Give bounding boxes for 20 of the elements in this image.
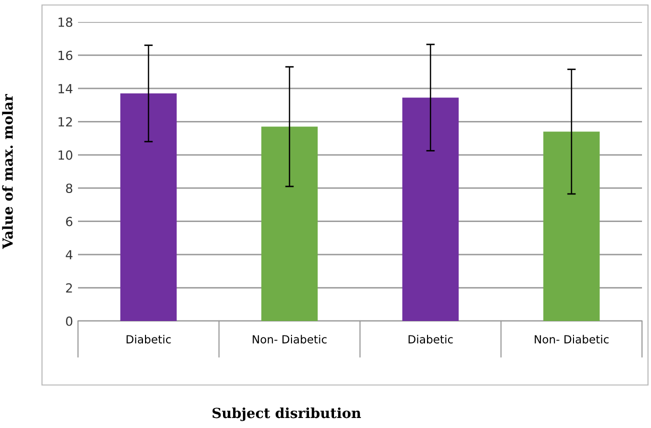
y-tick-label: 14 bbox=[58, 84, 72, 94]
y-tick-label: 16 bbox=[58, 50, 72, 60]
bar bbox=[120, 93, 177, 321]
y-tick-label: 18 bbox=[58, 17, 72, 27]
bar bbox=[402, 98, 459, 321]
bar bbox=[543, 132, 600, 321]
y-tick-label: 8 bbox=[66, 184, 72, 194]
y-tick-label: 10 bbox=[58, 150, 72, 160]
y-tick-label: 0 bbox=[66, 316, 72, 326]
x-tick-label: Diabetic bbox=[408, 334, 453, 344]
y-tick-label: 12 bbox=[58, 117, 72, 126]
x-tick-label: Diabetic bbox=[126, 334, 171, 344]
x-tick-label: Non- Diabetic bbox=[534, 334, 609, 344]
y-tick-label: 6 bbox=[66, 216, 72, 226]
bar bbox=[261, 126, 318, 321]
y-tick-label: 2 bbox=[66, 283, 72, 293]
x-tick-label: Non- Diabetic bbox=[252, 334, 327, 344]
y-tick-label: 4 bbox=[66, 250, 72, 260]
x-axis-title: Subject disribution bbox=[212, 407, 361, 422]
y-axis-title: Value of max. molar bbox=[2, 94, 13, 249]
